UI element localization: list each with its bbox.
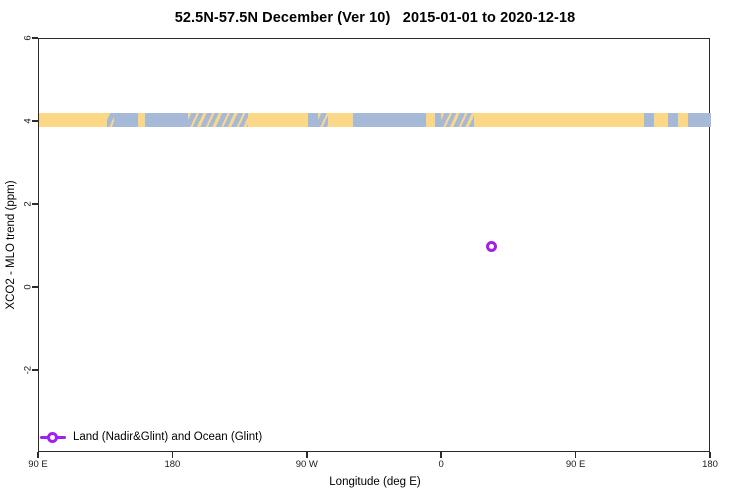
x-tick-mark [440,452,442,458]
y-tick-mark [32,286,38,288]
chart-title: 52.5N-57.5N December (Ver 10) 2015-01-01… [174,10,576,26]
surface-band-segment-ocean [352,112,426,127]
x-tick-label: 90 E [565,459,586,470]
y-axis-title: XCO2 - MLO trend (ppm) [5,180,17,310]
surface-band-segment-land [248,112,308,127]
surface-band-segment-mixed [188,112,249,127]
surface-band-segment-ocean [145,112,189,127]
x-tick-label: 90 W [295,459,318,470]
y-tick-mark [32,120,38,122]
plot-area [38,38,711,452]
x-tick-mark [574,452,577,458]
y-tick-label: 2 [22,201,34,207]
x-tick-label: 0 [438,459,444,470]
surface-band-segment-mixed [106,112,114,127]
x-tick-mark [306,452,308,458]
legend-label: Land (Nadir&Glint) and Ocean (Glint) [73,430,263,443]
x-tick-mark [171,452,174,458]
surface-band-segment-land [473,112,644,127]
x-tick-label: 90 E [28,459,48,470]
surface-band-segment-ocean [434,112,441,127]
surface-band-segment-land [137,112,145,127]
surface-band-segment-land [425,112,435,127]
surface-band-segment-land [678,112,688,127]
y-tick-label: 6 [22,35,34,41]
surface-band-segment-land [39,112,107,127]
surface-band-segment-ocean [643,112,655,127]
surface-band-segment-ocean [113,112,138,127]
surface-band-segment-land [327,112,353,127]
surface-band-segment-ocean [667,112,679,127]
y-tick-mark [32,203,38,205]
legend-open-circle-icon [47,431,58,443]
y-tick-label: 4 [22,118,34,124]
y-tick-label: 0 [22,284,34,290]
y-tick-mark [32,37,38,39]
x-tick-label: 180 [702,459,718,470]
surface-band-segment-ocean [307,112,319,127]
surface-band-segment-ocean [687,112,711,127]
data-point [485,241,497,252]
y-tick-label: -2 [22,365,34,375]
x-tick-label: 180 [164,459,181,470]
surface-band-segment-land [654,112,668,127]
x-axis-title: Longitude (deg E) [329,476,421,488]
y-tick-mark [32,369,38,371]
x-tick-mark [37,452,39,458]
x-tick-mark [709,452,711,458]
surface-band-segment-mixed [440,112,474,127]
surface-band-segment-mixed [318,112,328,127]
